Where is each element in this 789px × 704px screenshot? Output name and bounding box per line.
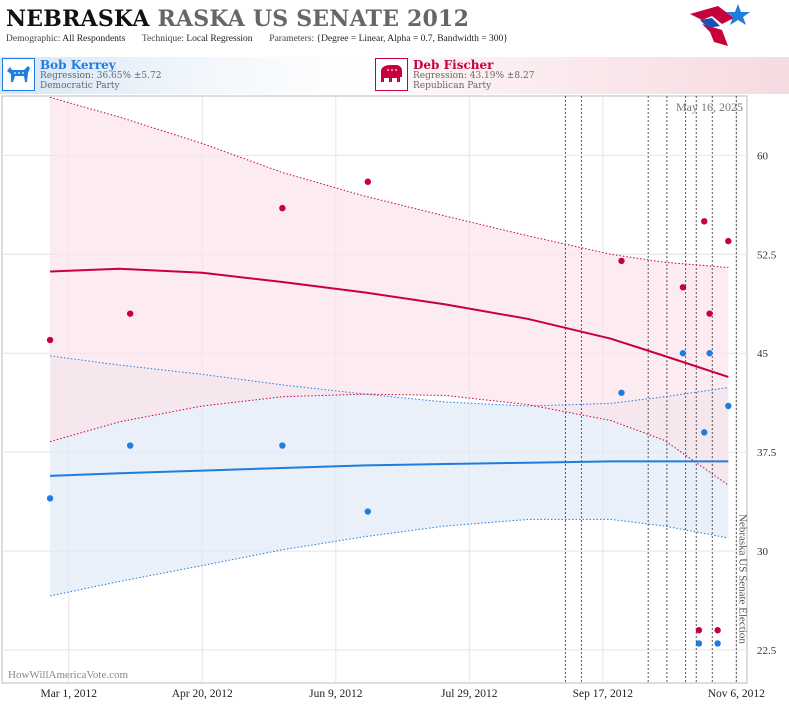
title-race: RASKA US SENATE 2012 xyxy=(157,6,470,32)
poll-chart: 22.5 30 37.5 45 52.5 60 Mar 1, 2012 Apr 20, 201… xyxy=(1,95,777,700)
poll-point-fischer xyxy=(725,237,732,245)
technique-label: Technique: xyxy=(141,34,184,44)
poll-point-fischer xyxy=(618,257,625,265)
band-upper-fischer xyxy=(49,96,729,268)
poll-point-kerrey xyxy=(279,442,286,449)
band-lower-fischer xyxy=(49,393,729,486)
x-tick-label: Sep 17, 2012 xyxy=(573,688,634,700)
poll-point-fischer xyxy=(695,627,703,634)
regression-line-kerrey xyxy=(50,460,729,477)
poll-point-fischer xyxy=(46,336,54,344)
site-logo-icon[interactable] xyxy=(688,2,752,50)
poll-point-fischer xyxy=(714,627,721,634)
poll-point-kerrey xyxy=(695,640,703,647)
poll-point-fischer xyxy=(679,284,687,291)
confidence-band-kerrey xyxy=(50,355,729,596)
poll-point-kerrey xyxy=(618,389,625,396)
candidate-regression-fischer: Regression: 43.19% ±8.27 xyxy=(413,71,535,81)
title-state: NEBRASKA xyxy=(6,6,150,32)
donkey-icon xyxy=(2,58,35,91)
header: NEBRASKA RASKA US SENATE 2012 Demographi… xyxy=(0,0,789,58)
x-tick-label: Apr 20, 2012 xyxy=(172,688,233,700)
watermark-text: HowWillAmericaVote.com xyxy=(8,669,128,681)
poll-point-fischer xyxy=(701,218,708,225)
y-tick-label: 45 xyxy=(757,348,769,360)
regression-line-fischer xyxy=(50,267,729,378)
demographic-value: All Respondents xyxy=(62,34,126,44)
x-tick-label: Jul 29, 2012 xyxy=(441,688,498,700)
technique-value: Local Regression xyxy=(186,34,253,44)
poll-point-fischer xyxy=(706,310,713,317)
event-label: Nebraska US Senate Election xyxy=(736,514,748,644)
candidate-party-kerrey: Democratic Party xyxy=(40,81,120,91)
poll-point-fischer xyxy=(126,310,134,317)
x-tick-label: Mar 1, 2012 xyxy=(40,688,97,700)
poll-point-fischer xyxy=(279,204,286,212)
y-tick-label: 37.5 xyxy=(757,447,777,459)
poll-point-kerrey xyxy=(725,402,732,410)
candidate-fischer[interactable]: Deb Fischer Regression: 43.19% ±8.27 Rep… xyxy=(375,57,575,94)
candidate-party-fischer: Republican Party xyxy=(413,81,492,91)
parameters-label: Parameters: xyxy=(269,34,315,44)
poll-point-kerrey xyxy=(126,442,134,449)
poll-point-kerrey xyxy=(679,350,687,357)
band-lower-kerrey xyxy=(49,518,729,597)
y-tick-label: 60 xyxy=(757,150,769,162)
demographic-label: Demographic: xyxy=(6,34,61,44)
y-tick-label: 22.5 xyxy=(757,645,777,657)
poll-point-fischer xyxy=(364,178,372,185)
candidate-name-fischer: Deb Fischer xyxy=(413,58,494,72)
parameters-value: {Degree = Linear, Alpha = 0.7, Bandwidth… xyxy=(316,34,508,44)
y-tick-label: 30 xyxy=(757,546,769,558)
poll-point-kerrey xyxy=(714,640,721,647)
page-title: NEBRASKA RASKA US SENATE 2012 xyxy=(6,6,469,32)
x-tick-label: Nov 6, 2012 xyxy=(708,688,765,700)
elephant-icon xyxy=(375,58,408,91)
poll-point-kerrey xyxy=(46,495,54,502)
band-upper-kerrey xyxy=(49,355,729,407)
confidence-band-fischer xyxy=(50,97,729,486)
y-tick-label: 52.5 xyxy=(757,249,777,261)
poll-point-kerrey xyxy=(701,429,708,436)
candidate-kerrey[interactable]: Bob Kerrey Regression: 36.65% ±5.72 Demo… xyxy=(2,57,202,94)
poll-point-kerrey xyxy=(706,350,713,357)
candidate-regression-kerrey: Regression: 36.65% ±5.72 xyxy=(40,71,162,81)
candidate-name-kerrey: Bob Kerrey xyxy=(40,58,116,72)
x-tick-label: Jun 9, 2012 xyxy=(309,688,363,700)
date-label: May 16, 2025 xyxy=(676,100,743,114)
candidate-bar: Bob Kerrey Regression: 36.65% ±5.72 Demo… xyxy=(0,57,789,94)
poll-point-kerrey xyxy=(364,508,372,515)
parameters-line: Demographic: All Respondents Technique: … xyxy=(6,34,508,44)
